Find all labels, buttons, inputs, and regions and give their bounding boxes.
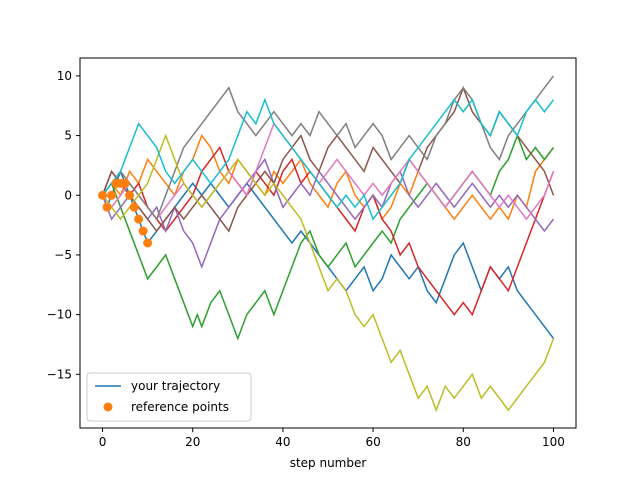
legend: your trajectory reference points: [86, 372, 252, 422]
trajectory-series-5: [101, 157, 555, 269]
y-axis-ticks: 10 5 0 −5 −10 −15: [47, 69, 80, 381]
trajectory-series-6: [101, 85, 555, 233]
reference-points-layer: [98, 178, 153, 248]
x-tick-label: 100: [542, 435, 565, 449]
trajectory-series-9: [101, 133, 555, 413]
legend-box: [86, 372, 252, 422]
y-tick-label: −15: [47, 367, 72, 381]
reference-point: [129, 202, 139, 212]
legend-label-reference: reference points: [131, 400, 229, 414]
y-tick-label: 10: [57, 69, 72, 83]
y-tick-label: 0: [64, 188, 72, 202]
y-tick-label: −5: [54, 248, 72, 262]
y-tick-label: −10: [47, 308, 72, 322]
reference-point: [143, 238, 153, 248]
legend-marker-swatch: [103, 402, 113, 412]
reference-point: [125, 190, 135, 200]
x-tick-label: 80: [456, 435, 471, 449]
reference-point: [138, 226, 148, 236]
x-tick-label: 20: [185, 435, 200, 449]
plot-area: 0 20 40 60 80 100 10 5 0 −5 −10 −15: [47, 57, 577, 449]
x-axis-label: step number: [290, 456, 367, 470]
x-tick-label: 60: [365, 435, 380, 449]
trajectory-series-2: [101, 134, 555, 221]
x-tick-label: 40: [275, 435, 290, 449]
series-layer: [101, 75, 555, 413]
x-axis-ticks: 0 20 40 60 80 100: [99, 428, 565, 449]
reference-point: [134, 214, 144, 224]
reference-point: [120, 178, 130, 188]
x-tick-label: 0: [99, 435, 107, 449]
legend-label-trajectory: your trajectory: [131, 379, 220, 393]
reference-point: [102, 202, 112, 212]
trajectory-series-7: [101, 122, 555, 221]
reference-point: [107, 190, 117, 200]
reference-point: [98, 190, 108, 200]
axes-frame: [79, 57, 577, 429]
y-tick-label: 5: [64, 129, 72, 143]
trajectory-series-10: [101, 97, 555, 221]
